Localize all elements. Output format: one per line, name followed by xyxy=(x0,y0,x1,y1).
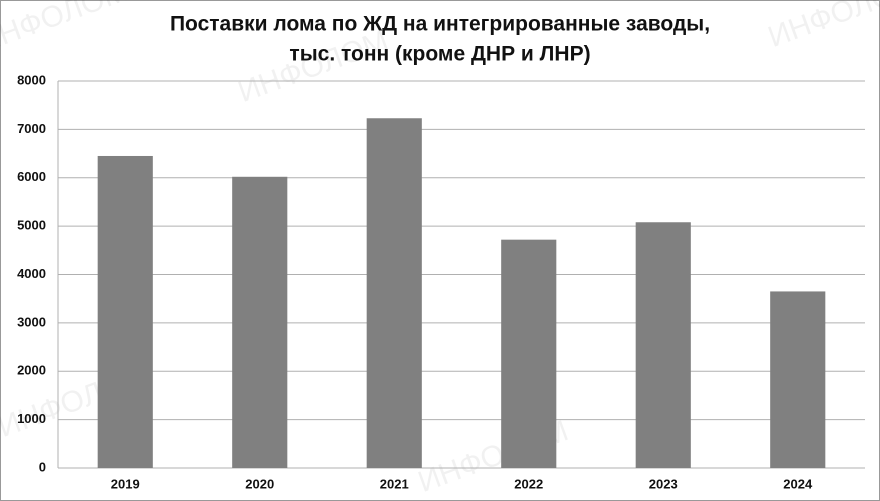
x-tick-label: 2022 xyxy=(514,476,543,491)
y-tick-label: 1000 xyxy=(17,411,46,426)
bar xyxy=(501,239,557,468)
x-tick-label: 2024 xyxy=(783,476,813,491)
chart-title: Поставки лома по ЖД на интегрированные з… xyxy=(170,13,710,36)
chart-title: тыс. тонн (кроме ДНР и ЛНР) xyxy=(289,43,590,66)
bar xyxy=(366,118,422,468)
y-tick-label: 6000 xyxy=(17,169,46,184)
x-tick-label: 2019 xyxy=(111,476,140,491)
y-tick-label: 0 xyxy=(39,459,46,474)
bar xyxy=(232,176,288,468)
y-tick-label: 7000 xyxy=(17,121,46,136)
y-tick-label: 8000 xyxy=(17,72,46,87)
y-tick-label: 3000 xyxy=(17,314,46,329)
x-tick-label: 2023 xyxy=(649,476,678,491)
x-tick-label: 2020 xyxy=(245,476,274,491)
y-tick-label: 5000 xyxy=(17,218,46,233)
y-tick-label: 2000 xyxy=(17,363,46,378)
y-tick-label: 4000 xyxy=(17,266,46,281)
bar xyxy=(97,155,153,468)
bar xyxy=(770,291,826,468)
bar xyxy=(635,222,691,468)
x-tick-label: 2021 xyxy=(380,476,409,491)
